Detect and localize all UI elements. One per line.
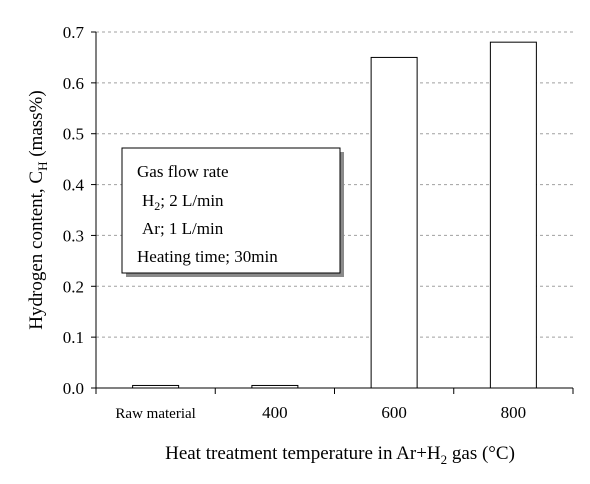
y-axis-title-main: Hydrogen content, C bbox=[26, 171, 47, 330]
x-axis-title-unit: gas (°C) bbox=[447, 443, 515, 464]
y-tick-label-1: 0.1 bbox=[63, 328, 84, 347]
x-category-label-3: 800 bbox=[501, 403, 527, 422]
y-axis-title-unit: (mass%) bbox=[26, 90, 47, 161]
x-category-label-0: Raw material bbox=[115, 406, 195, 422]
y-axis-title-subscript: H bbox=[35, 162, 50, 171]
note-h2-rate: H2; 2 L/min bbox=[142, 191, 224, 213]
x-axis-title: Heat treatment temperature in Ar+H2 gas … bbox=[165, 443, 515, 467]
note-h2-symbol: H bbox=[142, 191, 154, 210]
y-tick-label-6: 0.6 bbox=[63, 74, 84, 93]
bar-2 bbox=[370, 56, 418, 389]
note-h2-subscript: 2 bbox=[154, 199, 160, 213]
legend-note-box: Gas flow rate H2; 2 L/min Ar; 1 L/min He… bbox=[121, 147, 344, 277]
x-axis-title-main: Heat treatment temperature in Ar+H bbox=[165, 443, 441, 464]
note-ar-rate: Ar; 1 L/min bbox=[142, 219, 224, 238]
note-heating-time: Heating time; 30min bbox=[137, 247, 278, 266]
note-h2-value: ; 2 L/min bbox=[160, 191, 224, 210]
y-tick-labels: 0.0 0.1 0.2 0.3 0.4 0.5 0.6 0.7 bbox=[63, 23, 85, 398]
x-category-label-2: 600 bbox=[381, 403, 407, 422]
axes bbox=[91, 31, 574, 394]
x-axis-title-subscript: 2 bbox=[441, 452, 448, 467]
x-category-labels: Raw material 400 600 800 bbox=[115, 403, 526, 422]
y-tick-label-5: 0.5 bbox=[63, 125, 84, 144]
y-tick-label-7: 0.7 bbox=[63, 23, 85, 42]
note-gas-flow-rate: Gas flow rate bbox=[137, 162, 229, 181]
x-category-label-1: 400 bbox=[262, 403, 288, 422]
y-tick-label-4: 0.4 bbox=[63, 176, 85, 195]
note-box-frame bbox=[121, 147, 341, 274]
y-tick-label-3: 0.3 bbox=[63, 226, 84, 245]
y-axis-title: Hydrogen content, CH (mass%) bbox=[26, 90, 50, 329]
y-tick-label-2: 0.2 bbox=[63, 277, 84, 296]
bars bbox=[132, 41, 537, 389]
y-tick-label-0: 0.0 bbox=[63, 379, 84, 398]
bar-3 bbox=[489, 41, 537, 389]
